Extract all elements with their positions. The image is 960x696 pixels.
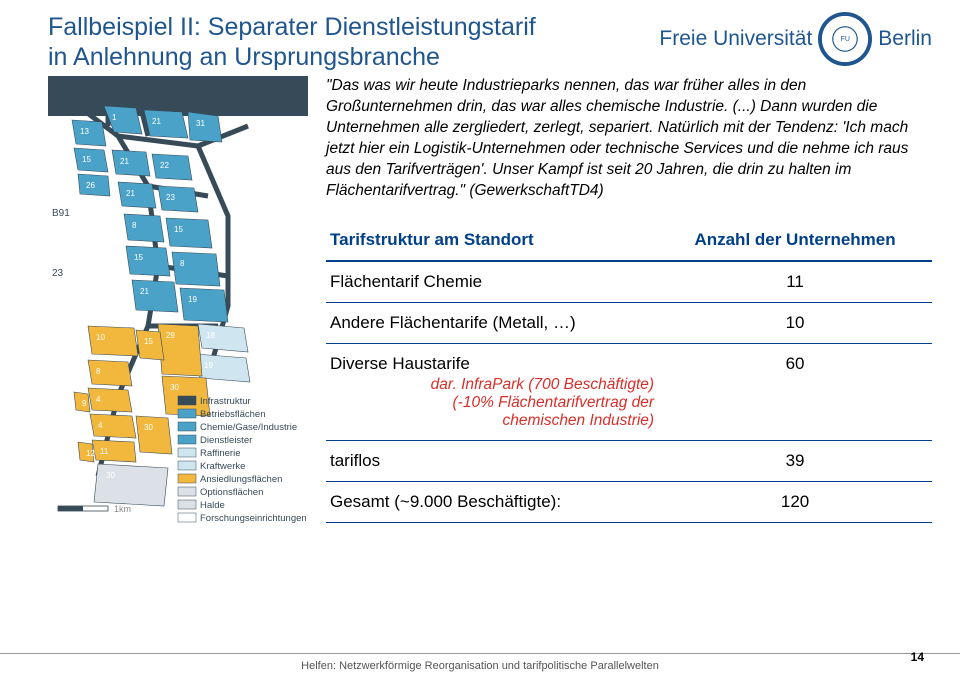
svg-text:10: 10: [96, 333, 105, 342]
svg-text:9: 9: [82, 399, 87, 408]
legend-label: Infrastruktur: [200, 396, 251, 407]
svg-text:12: 12: [86, 449, 95, 458]
svg-text:4: 4: [96, 395, 101, 404]
svg-text:1: 1: [112, 113, 117, 122]
svg-text:22: 22: [160, 161, 169, 170]
legend-label: Betriebsflächen: [200, 409, 265, 420]
page-number: 14: [911, 650, 924, 664]
row-value: 39: [658, 440, 932, 481]
svg-text:21: 21: [140, 287, 149, 296]
road-label-b91: B91: [52, 208, 70, 219]
road-label-23: 23: [52, 268, 64, 279]
svg-text:1km: 1km: [114, 504, 131, 514]
map-svg: 1213113152621222123815158211918192910153…: [48, 76, 308, 636]
north-label: N: [272, 83, 280, 95]
legend-label: Optionsflächen: [200, 487, 263, 498]
table-row: Flächentarif Chemie11: [326, 261, 932, 303]
table-row: tariflos39: [326, 440, 932, 481]
svg-text:15: 15: [82, 155, 91, 164]
svg-text:26: 26: [86, 181, 95, 190]
site-map: 1213113152621222123815158211918192910153…: [48, 76, 308, 641]
svg-text:30: 30: [106, 471, 115, 480]
svg-text:4: 4: [98, 421, 103, 430]
svg-text:30: 30: [144, 423, 153, 432]
header: Fallbeispiel II: Separater Dienstleistun…: [0, 0, 960, 76]
table-row: Diverse Haustarifedar. InfraPark (700 Be…: [326, 343, 932, 440]
row-value: 120: [658, 481, 932, 522]
svg-text:21: 21: [126, 189, 135, 198]
row-value: 60: [658, 343, 932, 440]
legend-label: Halde: [200, 500, 225, 511]
logo-prefix: Freie Universität: [659, 27, 812, 51]
svg-text:15: 15: [174, 225, 183, 234]
svg-text:23: 23: [166, 193, 175, 202]
svg-text:21: 21: [120, 157, 129, 166]
legend-label: Forschungseinrichtungen: [200, 513, 307, 524]
legend-label: Kraftwerke: [200, 461, 245, 472]
seal-icon: FU: [818, 12, 872, 66]
legend-label: Ansiedlungsflächen: [200, 474, 282, 485]
svg-text:30: 30: [170, 383, 179, 392]
tarif-table: Tarifstruktur am Standort Anzahl der Unt…: [326, 224, 932, 523]
svg-text:21: 21: [152, 117, 161, 126]
logo-suffix: Berlin: [878, 27, 932, 51]
title-line-1: Fallbeispiel II: Separater Dienstleistun…: [48, 12, 536, 42]
svg-text:11: 11: [100, 447, 109, 456]
legend-label: Chemie/Gase/Industrie: [200, 422, 297, 433]
row-value: 11: [658, 261, 932, 303]
text-column: "Das was wir heute Industrieparks nennen…: [326, 76, 932, 641]
quote-text: "Das was wir heute Industrieparks nennen…: [326, 76, 932, 202]
row-label: Diverse Haustarifedar. InfraPark (700 Be…: [326, 343, 658, 440]
svg-text:31: 31: [196, 119, 205, 128]
footer: Helfen: Netzwerkförmige Reorganisation u…: [0, 653, 960, 672]
svg-text:15: 15: [134, 253, 143, 262]
svg-text:13: 13: [80, 127, 89, 136]
svg-text:8: 8: [132, 221, 137, 230]
legend-label: Raffinerie: [200, 448, 241, 459]
university-logo: Freie Universität FU Berlin: [659, 12, 932, 66]
row-note: dar. InfraPark (700 Beschäftigte)(-10% F…: [330, 376, 654, 430]
table-row: Andere Flächentarife (Metall, …)10: [326, 302, 932, 343]
col-header-structure: Tarifstruktur am Standort: [326, 224, 658, 261]
row-label: tariflos: [326, 440, 658, 481]
svg-text:19: 19: [188, 295, 197, 304]
row-label: Andere Flächentarife (Metall, …): [326, 302, 658, 343]
content-row: 1213113152621222123815158211918192910153…: [0, 76, 960, 641]
row-label: Gesamt (~9.000 Beschäftigte):: [326, 481, 658, 522]
scale-bar: 1km: [58, 504, 131, 514]
svg-text:8: 8: [96, 367, 101, 376]
svg-text:29: 29: [166, 331, 175, 340]
table-row: Gesamt (~9.000 Beschäftigte):120: [326, 481, 932, 522]
svg-text:18: 18: [206, 331, 215, 340]
legend-label: Dienstleister: [200, 435, 252, 446]
row-label: Flächentarif Chemie: [326, 261, 658, 303]
title-line-2: in Anlehnung an Ursprungsbranche: [48, 42, 536, 72]
row-value: 10: [658, 302, 932, 343]
footer-text: Helfen: Netzwerkförmige Reorganisation u…: [301, 660, 659, 672]
svg-text:8: 8: [180, 259, 185, 268]
svg-text:19: 19: [204, 361, 213, 370]
svg-text:15: 15: [144, 337, 153, 346]
col-header-count: Anzahl der Unternehmen: [658, 224, 932, 261]
slide-title: Fallbeispiel II: Separater Dienstleistun…: [48, 12, 536, 72]
